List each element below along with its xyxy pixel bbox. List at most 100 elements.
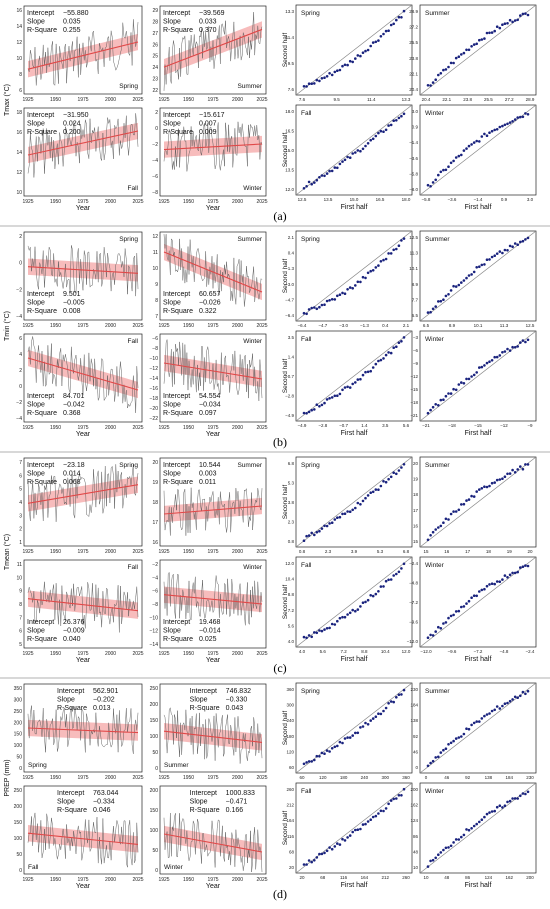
qq-point [447, 165, 450, 168]
stat-value: 0.007 [199, 121, 217, 128]
series-line [163, 233, 263, 307]
qq-point [366, 142, 370, 145]
qq-y-label: Second half [282, 485, 289, 520]
series-line [163, 487, 263, 536]
y-tick-label: −2 [152, 562, 158, 568]
qq-point [343, 615, 347, 619]
y-tick-label: −21 [410, 413, 418, 418]
qq-point [485, 812, 489, 816]
qq-plot-winter: Winter −12.0 −9.6 −7.2 −4.8 −2.4 −2.4 −4.8 −7.2 −… [407, 556, 537, 654]
qq-point [483, 815, 486, 819]
qq-point [359, 149, 362, 153]
qq-point [325, 172, 329, 175]
season-label: Spring [301, 462, 320, 469]
reference-line [419, 230, 537, 322]
x-tick-label: −18 [448, 423, 456, 428]
x-tick-label: 1975 [207, 877, 218, 883]
qq-point [508, 699, 512, 703]
x-tick-label: 6.8 [403, 549, 410, 554]
qq-point [310, 635, 314, 639]
x-tick-label: 2000 [105, 97, 116, 103]
qq-point [488, 131, 491, 134]
qq-point [513, 471, 517, 474]
stat-label: Intercept [163, 619, 190, 626]
qq-point [330, 298, 334, 301]
qq-point [470, 827, 473, 830]
season-label: Winter [425, 110, 445, 117]
qq-point [310, 760, 314, 763]
y-tick-label: 13.5 [285, 168, 294, 173]
y-tick-label: 0 [155, 126, 158, 132]
qq-point [516, 18, 519, 22]
qq-point [402, 562, 406, 566]
y-tick-label: 0 [19, 766, 22, 772]
qq-point [374, 488, 378, 491]
qq-point [305, 312, 308, 316]
x-tick-label: 1925 [22, 199, 33, 205]
qq-point [371, 269, 375, 272]
stat-label: R-Square [190, 705, 220, 712]
y-tick-label: 10 [413, 865, 419, 870]
y-tick-label: 1.4 [288, 355, 295, 360]
stat-label: Slope [163, 121, 181, 128]
qq-point [364, 370, 367, 374]
qq-point [341, 741, 344, 745]
qq-point [369, 818, 373, 821]
y-tick-label: 0 [415, 765, 418, 770]
qq-point [465, 276, 468, 280]
y-tick-label: 23 [152, 77, 158, 83]
qq-point [429, 859, 432, 863]
stat-value: −0.330 [226, 697, 248, 704]
qq-point [480, 365, 484, 369]
qq-point [449, 161, 453, 165]
qq-point [478, 366, 481, 369]
qq-point [343, 292, 347, 296]
qq-point [519, 115, 522, 119]
qq-point [493, 809, 497, 813]
qq-point [348, 510, 352, 513]
y-tick-label: 162 [410, 803, 418, 808]
stat-value: 0.009 [199, 129, 217, 136]
y-tick-label: 4 [19, 500, 22, 506]
x-tick-label: 10.1 [474, 323, 483, 328]
qq-point [452, 159, 455, 163]
qq-point [454, 610, 458, 613]
qq-point [449, 61, 453, 65]
trend-line [163, 594, 263, 605]
qq-point [501, 704, 504, 708]
qq-point [371, 137, 375, 141]
season-label: Fall [28, 864, 39, 871]
qq-point [511, 698, 514, 701]
y-tick-label: 0.4 [288, 251, 295, 256]
y-tick-label: −4 [152, 158, 158, 164]
qq-point [356, 54, 360, 57]
qq-point [521, 690, 525, 694]
qq-point [439, 299, 443, 303]
x-tick-label: 1950 [50, 651, 61, 657]
qq-point [462, 732, 466, 736]
qq-point [526, 689, 530, 693]
y-tick-label: −18 [150, 396, 159, 402]
qq-point [447, 743, 450, 746]
x-tick-label: 2000 [232, 877, 243, 883]
x-tick-label: −12.0 [420, 649, 432, 654]
qq-point [333, 845, 337, 848]
qq-point [382, 32, 385, 36]
qq-point [374, 814, 378, 818]
qq-point [382, 258, 385, 262]
qq-point [333, 298, 337, 301]
qq-point [359, 377, 362, 381]
qq-point [313, 859, 316, 862]
qq-point [359, 827, 362, 831]
x-tick-label: 1925 [22, 877, 33, 883]
x-tick-label: 1950 [183, 549, 194, 555]
qq-point [313, 758, 316, 762]
reference-line [419, 456, 537, 548]
season-label: Summer [164, 762, 189, 769]
qq-point [302, 187, 306, 190]
stat-value: 0.046 [93, 807, 111, 814]
qq-point [369, 269, 373, 273]
x-tick-label: 92 [465, 775, 471, 780]
